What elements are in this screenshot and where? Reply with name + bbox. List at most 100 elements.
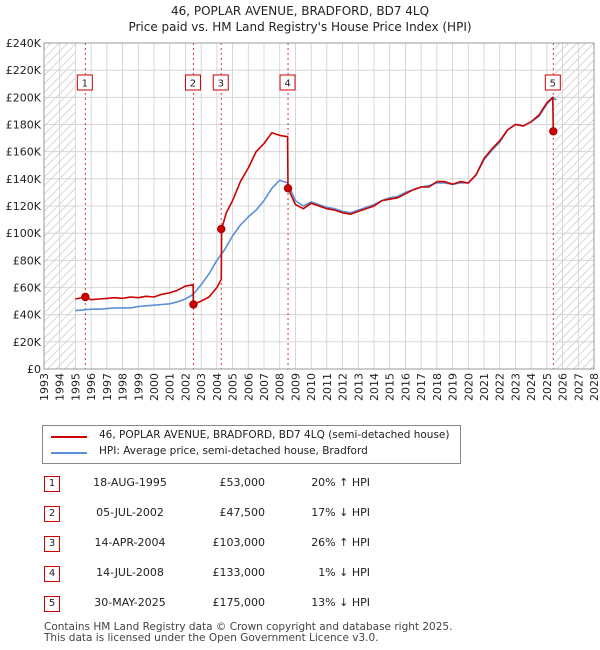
x-tick-label: 2010 <box>305 373 318 401</box>
table-row: 3 14-APR-2004 £103,000 26% ↑ HPI <box>0 536 600 554</box>
transaction-label-box <box>212 74 229 91</box>
y-tick-label: £200K <box>6 91 42 104</box>
x-tick-label: 2018 <box>431 373 444 401</box>
transaction-date: 30-MAY-2025 <box>94 596 166 609</box>
transaction-price: £133,000 <box>212 566 266 579</box>
x-tick-label: 2005 <box>227 373 240 401</box>
table-row: 1 18-AUG-1995 £53,000 20% ↑ HPI <box>0 476 600 494</box>
y-tick-label: £180K <box>6 119 42 132</box>
transaction-hpi-change: 13% ↓ HPI <box>311 596 370 609</box>
transaction-label-box <box>76 74 93 91</box>
x-tick-label: 2028 <box>588 373 600 401</box>
x-tick-label: 2014 <box>368 373 381 401</box>
transaction-number-badge: 3 <box>44 536 60 552</box>
legend-swatch-hpi <box>51 452 87 454</box>
transaction-point <box>81 292 90 302</box>
transaction-label-box <box>184 74 201 91</box>
legend-label-property: 46, POPLAR AVENUE, BRADFORD, BD7 4LQ (se… <box>99 429 450 441</box>
transaction-point <box>189 300 198 309</box>
legend-swatch-property <box>51 436 87 438</box>
transaction-hpi-change: 26% ↑ HPI <box>311 536 370 549</box>
transaction-date: 14-JUL-2008 <box>96 566 164 579</box>
y-tick-label: £60K <box>13 282 42 295</box>
transaction-date: 05-JUL-2002 <box>96 506 164 519</box>
x-tick-label: 2016 <box>399 373 412 401</box>
table-row: 4 14-JUL-2008 £133,000 1% ↓ HPI <box>0 566 600 584</box>
x-tick-label: 2023 <box>509 373 522 401</box>
y-tick-label: £160K <box>6 146 42 159</box>
x-tick-label: 2008 <box>274 373 287 401</box>
x-tick-label: 2015 <box>384 373 397 401</box>
x-tick-label: 2011 <box>321 373 334 401</box>
x-tick-label: 2003 <box>195 373 208 401</box>
x-tick-label: 1998 <box>117 373 130 401</box>
y-tick-label: £220K <box>6 64 42 77</box>
transaction-point <box>549 127 558 136</box>
transaction-number-badge: 4 <box>44 566 60 582</box>
table-row: 5 30-MAY-2025 £175,000 13% ↓ HPI <box>0 596 600 614</box>
footer-copyright: Contains HM Land Registry data © Crown c… <box>44 621 453 633</box>
x-tick-label: 2021 <box>478 373 491 401</box>
x-tick-label: 2020 <box>462 373 475 401</box>
x-tick-label: 2017 <box>415 373 428 401</box>
y-tick-label: £0 <box>27 363 41 376</box>
transaction-point <box>283 184 293 193</box>
y-tick-label: £240K <box>6 37 42 50</box>
transaction-label-number: 4 <box>284 79 290 90</box>
legend-label-hpi: HPI: Average price, semi-detached house,… <box>99 445 368 457</box>
transaction-number-badge: 1 <box>44 476 60 492</box>
footer-attribution: Contains HM Land Registry data © Crown c… <box>44 622 452 644</box>
legend: 46, POPLAR AVENUE, BRADFORD, BD7 4LQ (se… <box>42 425 461 464</box>
transaction-price: £175,000 <box>212 596 266 609</box>
x-tick-label: 1997 <box>101 373 114 401</box>
x-tick-label: 1993 <box>38 373 51 401</box>
x-tick-label: 2026 <box>557 373 570 401</box>
transaction-label-number: 2 <box>190 79 196 90</box>
transaction-number-badge: 2 <box>44 506 60 522</box>
x-tick-label: 2019 <box>447 373 460 401</box>
transaction-label-box <box>544 74 561 91</box>
transaction-date: 14-APR-2004 <box>94 536 166 549</box>
transaction-label-box <box>279 74 296 91</box>
transaction-date: 18-AUG-1995 <box>93 476 167 489</box>
y-tick-label: £80K <box>13 254 42 267</box>
x-tick-label: 2009 <box>289 373 302 401</box>
x-tick-label: 2007 <box>258 373 271 401</box>
x-tick-label: 2025 <box>541 373 554 401</box>
x-tick-label: 2022 <box>494 373 507 401</box>
transaction-price: £103,000 <box>212 536 266 549</box>
x-tick-label: 2024 <box>525 373 538 401</box>
transaction-hpi-change: 17% ↓ HPI <box>311 506 370 519</box>
transaction-label-number: 5 <box>550 79 556 90</box>
footer-license: This data is licensed under the Open Gov… <box>44 632 379 644</box>
transaction-number-badge: 5 <box>44 596 60 612</box>
transaction-label-number: 3 <box>218 79 224 90</box>
transaction-price: £53,000 <box>219 476 266 489</box>
transaction-price: £47,500 <box>219 506 266 519</box>
x-tick-label: 2002 <box>179 373 192 401</box>
x-tick-label: 2000 <box>148 373 161 401</box>
plot-border <box>43 42 595 370</box>
y-tick-label: £140K <box>6 173 42 186</box>
x-tick-label: 1994 <box>54 373 67 401</box>
x-tick-label: 1996 <box>85 373 98 401</box>
x-tick-label: 1995 <box>69 373 82 401</box>
x-tick-label: 2004 <box>211 373 224 401</box>
transaction-label-number: 1 <box>82 79 88 90</box>
y-tick-label: £40K <box>13 309 42 322</box>
transaction-hpi-change: 20% ↑ HPI <box>311 476 370 489</box>
table-row: 2 05-JUL-2002 £47,500 17% ↓ HPI <box>0 506 600 524</box>
y-tick-label: £120K <box>6 200 42 213</box>
y-tick-label: £100K <box>6 227 42 240</box>
transaction-hpi-change: 1% ↓ HPI <box>318 566 370 579</box>
property-series-line <box>75 96 557 306</box>
x-tick-label: 2027 <box>572 373 585 401</box>
transaction-point <box>217 224 226 234</box>
price-chart: 1 2 3 4 5 £0 £20K £40K £60K £80K £100K £120K £140K £… <box>6 37 600 401</box>
x-tick-label: 2012 <box>337 373 350 401</box>
x-tick-label: 2006 <box>242 373 255 401</box>
x-tick-label: 2013 <box>352 373 365 401</box>
x-tick-label: 2001 <box>164 373 177 401</box>
x-tick-label: 1999 <box>132 373 145 401</box>
chart-title: 46, POPLAR AVENUE, BRADFORD, BD7 4LQ <box>170 4 430 18</box>
